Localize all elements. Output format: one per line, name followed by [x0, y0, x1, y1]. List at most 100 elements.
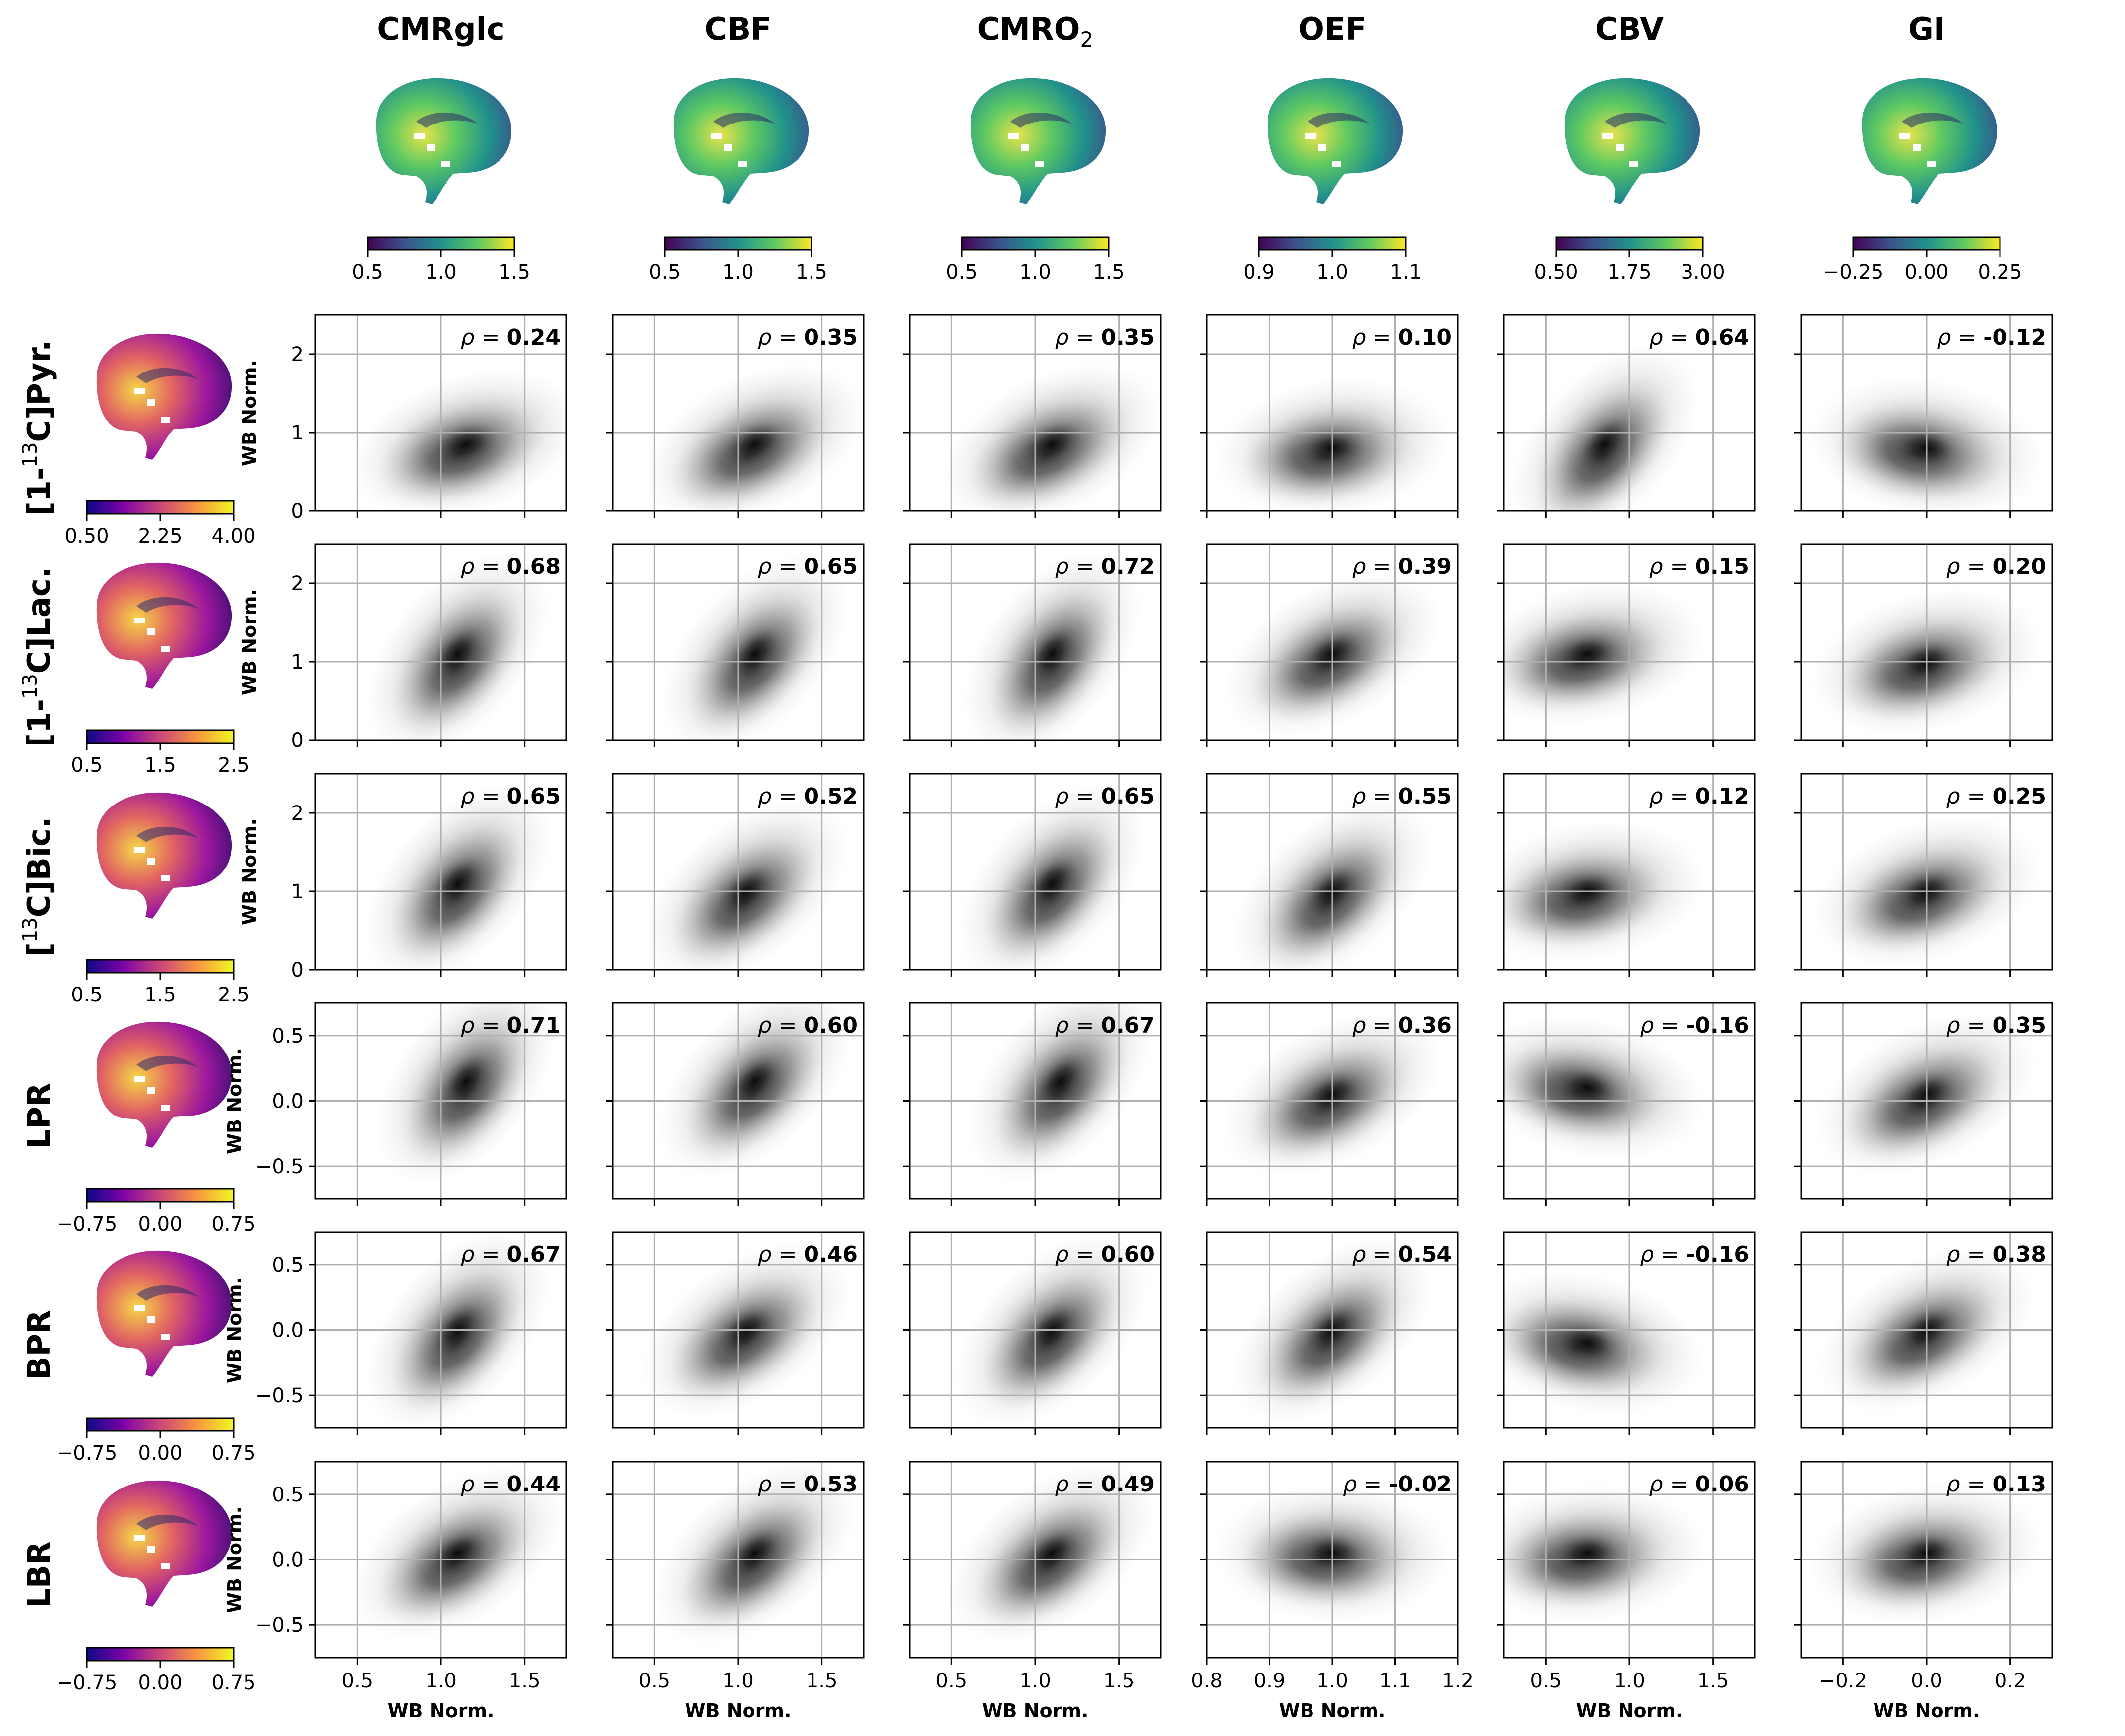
row-brain-map — [96, 562, 232, 689]
panel-r2-c3: ρ = 0.72 — [903, 543, 1162, 747]
ventricle-shape — [1010, 112, 1072, 128]
correlation-prefix: ρ = — [1055, 784, 1101, 809]
row-title-text: BPR — [21, 1310, 57, 1379]
density-core — [1548, 628, 1627, 680]
colorbar-tick-label: −0.75 — [57, 1672, 118, 1694]
row-colorbar: −0.75 0.00 0.75 — [57, 1417, 256, 1465]
density-core — [1572, 410, 1637, 478]
brain-slice — [96, 1480, 232, 1607]
colorbar-gradient — [86, 500, 235, 515]
correlation-prefix: ρ = — [758, 1472, 804, 1497]
x-axis-label: WB Norm. — [1576, 1700, 1683, 1722]
correlation-value: 0.24 — [506, 325, 561, 350]
density-core — [1014, 416, 1089, 473]
row-title: [1-13C]Pyr. — [19, 340, 57, 515]
correlation-value: 0.65 — [804, 554, 858, 579]
panel-r1-c1: 0 1 2 WB Norm. ρ = 0.24 — [239, 314, 567, 523]
column-title: CBF — [704, 11, 771, 47]
ventricle-shape — [416, 112, 478, 128]
ventricle-shape — [136, 1514, 198, 1530]
correlation-value: 0.35 — [804, 325, 858, 350]
row-title-text: [1- — [21, 699, 57, 747]
column-brain-map — [673, 78, 809, 204]
colorbar-tick-label: 0.9 — [1243, 261, 1275, 284]
correlation-label: ρ = 0.12 — [1649, 784, 1749, 809]
colorbar-tick-label: 1.0 — [1316, 261, 1348, 284]
panel-plot-area — [1504, 774, 1755, 970]
x-axis-label: WB Norm. — [388, 1700, 495, 1722]
correlation-value: -0.02 — [1389, 1472, 1452, 1497]
white-gap — [1629, 161, 1638, 167]
ventricle-shape — [136, 826, 198, 842]
colorbar-tick-label: 0.25 — [1978, 261, 2022, 284]
panel-plot-area — [910, 1462, 1161, 1658]
correlation-label: ρ = 0.65 — [758, 554, 858, 579]
column-colorbar: 0.50 1.75 3.00 — [1534, 236, 1725, 284]
white-gap — [134, 1535, 145, 1541]
column-colorbar: 0.5 1.0 1.5 — [946, 236, 1125, 284]
colorbar-tick-label: 0.00 — [1904, 261, 1948, 284]
white-gap — [1927, 161, 1936, 167]
panel-plot-area — [315, 1462, 566, 1658]
y-tick-label: 2 — [291, 343, 304, 366]
panel-plot-area — [315, 315, 566, 511]
correlation-label: ρ = 0.55 — [1352, 784, 1452, 809]
correlation-label: ρ = 0.68 — [461, 554, 561, 579]
white-gap — [147, 858, 155, 865]
correlation-label: ρ = 0.13 — [1946, 1472, 2046, 1497]
panel-r1-c6: ρ = -0.12 — [1794, 314, 2053, 518]
brain-slice — [96, 333, 232, 460]
density-core — [717, 416, 792, 473]
ventricle-shape — [1308, 112, 1370, 128]
brain-slice — [96, 1021, 232, 1148]
density-core — [1548, 1528, 1627, 1578]
correlation-value: 0.55 — [1398, 784, 1452, 809]
white-gap — [161, 1334, 170, 1340]
row-title: BPR — [21, 1310, 57, 1379]
panel-plot-area — [315, 1232, 566, 1428]
colorbar-tick-label: 0.75 — [211, 1672, 255, 1694]
colorbar-tick-label: 0.5 — [352, 261, 383, 284]
x-tick-label: 1.0 — [1614, 1670, 1645, 1692]
x-tick-label: −0.2 — [1819, 1670, 1867, 1692]
correlation-value: 0.65 — [1101, 784, 1155, 809]
brain-slice — [1267, 78, 1403, 204]
colorbar-tick-label: 2.5 — [218, 984, 250, 1006]
colorbar-tick-label: 0.00 — [138, 1672, 182, 1694]
column-title-text: CMRglc — [377, 11, 504, 47]
correlation-prefix: ρ = — [1946, 784, 1993, 809]
brain-slice — [970, 78, 1106, 204]
panel-r2-c5: ρ = 0.15 — [1497, 543, 1756, 747]
y-axis-label: WB Norm. — [224, 1277, 246, 1383]
panel-r6-c2: 0.5 1.0 1.5 WB Norm. ρ = 0.53 — [606, 1461, 865, 1722]
y-axis-label: WB Norm. — [224, 1506, 246, 1613]
column-header-5: CBV 0.50 1.75 3.00 — [1534, 11, 1725, 284]
colorbar-tick-label: 1.5 — [499, 261, 530, 284]
panel-plot-area — [613, 315, 864, 511]
row-header-4: LPR −0.75 0.00 0.75 — [21, 1021, 256, 1236]
panel-plot-area — [1504, 1003, 1755, 1199]
correlation-value: 0.71 — [506, 1013, 561, 1038]
panel-r3-c6: ρ = 0.25 — [1794, 773, 2053, 977]
colorbar-tick-label: 0.75 — [211, 1213, 255, 1236]
correlation-value: 0.35 — [1101, 325, 1155, 350]
density-core — [1016, 1522, 1087, 1584]
y-tick-label: 2 — [291, 572, 304, 595]
panel-plot-area — [315, 774, 566, 970]
panel-r3-c3: ρ = 0.65 — [903, 773, 1162, 977]
colorbar-tick-label: 0.00 — [138, 1442, 182, 1465]
correlation-prefix: ρ = — [1649, 325, 1695, 350]
correlation-prefix: ρ = — [1649, 784, 1695, 809]
column-header-6: GI −0.25 0.00 0.25 — [1823, 11, 2022, 284]
correlation-value: 0.15 — [1695, 554, 1749, 579]
y-tick-label: −0.5 — [255, 1155, 304, 1178]
correlation-prefix: ρ = — [461, 784, 507, 809]
white-gap — [134, 847, 145, 853]
correlation-prefix: ρ = — [1937, 325, 1983, 350]
column-title: OEF — [1298, 11, 1366, 47]
column-title-text: OEF — [1298, 11, 1366, 47]
row-brain-map — [96, 1021, 232, 1148]
correlation-label: ρ = 0.35 — [1946, 1013, 2046, 1038]
panel-r6-c6: −0.2 0.0 0.2 WB Norm. ρ = 0.13 — [1794, 1461, 2053, 1722]
correlation-prefix: ρ = — [1055, 325, 1101, 350]
